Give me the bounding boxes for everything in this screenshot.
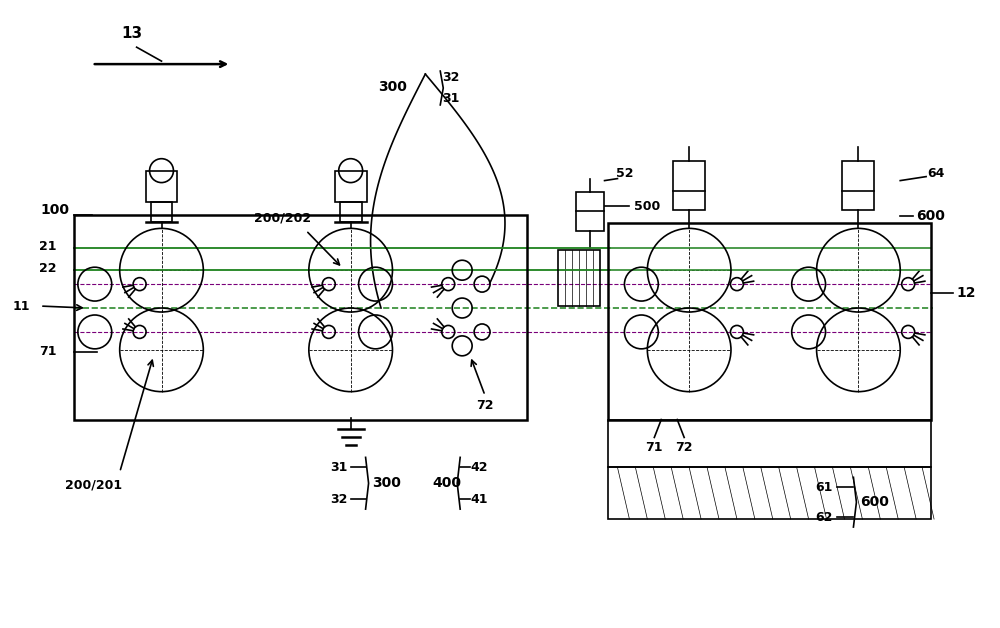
Text: 11: 11 <box>13 300 30 313</box>
Text: 32: 32 <box>442 70 460 84</box>
Text: 12: 12 <box>956 286 975 300</box>
Text: 600: 600 <box>916 209 945 224</box>
Text: 22: 22 <box>39 262 57 274</box>
Text: 13: 13 <box>121 26 142 41</box>
Text: 200/201: 200/201 <box>65 479 122 492</box>
Text: 41: 41 <box>470 493 488 506</box>
Bar <box>151 202 172 222</box>
Text: 61: 61 <box>815 480 832 494</box>
Text: 31: 31 <box>330 461 347 474</box>
Text: 72: 72 <box>476 399 494 412</box>
Text: 100: 100 <box>40 203 69 217</box>
Text: 72: 72 <box>675 441 693 454</box>
Bar <box>558 251 600 306</box>
Text: 21: 21 <box>39 240 57 253</box>
Bar <box>74 215 527 420</box>
Text: 300: 300 <box>373 476 401 490</box>
Text: 300: 300 <box>379 80 407 94</box>
Bar <box>842 161 874 210</box>
Text: 200/202: 200/202 <box>254 212 312 225</box>
Bar <box>146 171 177 202</box>
Bar <box>673 161 705 210</box>
Text: 400: 400 <box>432 476 461 490</box>
Text: 32: 32 <box>330 493 347 506</box>
Text: 62: 62 <box>815 511 832 524</box>
Text: 52: 52 <box>616 167 633 180</box>
Bar <box>608 467 931 519</box>
Text: 600: 600 <box>860 495 889 509</box>
Text: 71: 71 <box>646 441 663 454</box>
Text: 42: 42 <box>470 461 488 474</box>
Bar <box>608 224 931 420</box>
Bar <box>576 192 604 231</box>
Bar <box>335 171 367 202</box>
Text: 71: 71 <box>39 345 57 359</box>
Text: 31: 31 <box>442 92 460 106</box>
Bar <box>340 202 362 222</box>
Bar <box>608 420 931 467</box>
Text: 500: 500 <box>634 200 661 213</box>
Text: 64: 64 <box>927 167 945 180</box>
